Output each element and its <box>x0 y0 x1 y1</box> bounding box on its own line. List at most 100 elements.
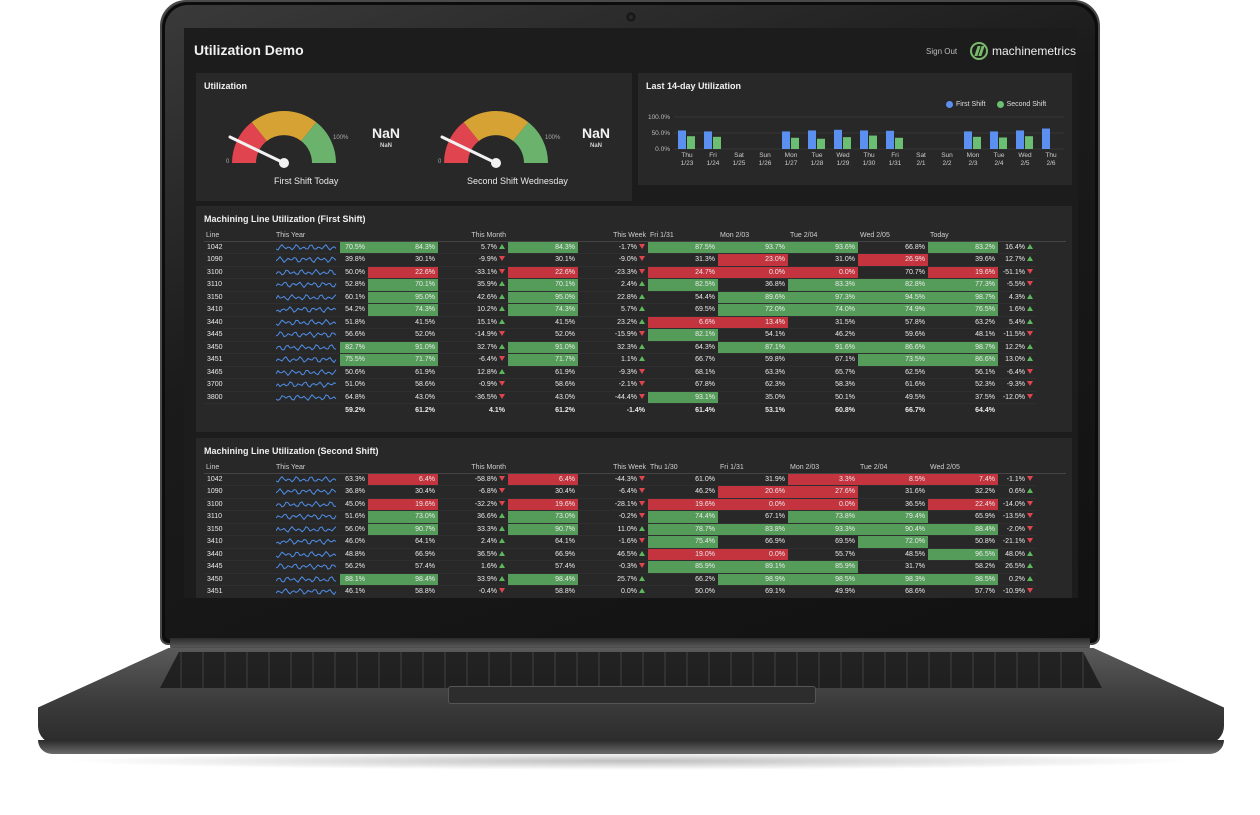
sparkline-chart <box>276 393 337 401</box>
bar-second-shift[interactable] <box>895 137 903 149</box>
table-row[interactable]: 3150 56.0% 90.7% 33.3% 90.7% 11.0% 78.7% 83.8% 9… <box>204 523 1066 536</box>
table-row[interactable]: 3110 51.6% 73.0% 36.6% 73.0% -0.2% 74.4% 67.1% 7… <box>204 510 1066 524</box>
week-delta: 2.4% <box>578 278 648 292</box>
table-row[interactable]: 1090 36.8% 30.4% -6.8% 30.4% -6.4% 46.2% 20.6% 2… <box>204 485 1066 499</box>
bar-second-shift[interactable] <box>973 136 981 149</box>
table-row[interactable]: 3100 50.0% 22.6% -33.1% 22.6% -23.3% 24.7% 0.0%… <box>204 266 1066 279</box>
line-id: 1042 <box>204 241 274 254</box>
column-header[interactable]: This Year <box>274 230 368 242</box>
column-header[interactable]: This Month <box>368 230 508 242</box>
sparkline <box>274 316 340 329</box>
this-week-value: 43.0% <box>508 391 578 404</box>
table-row[interactable]: 3450 88.1% 98.4% 33.9% 98.4% 25.7% 66.2% 98.9% 9… <box>204 573 1066 586</box>
day-delta: 48.0% <box>998 548 1036 561</box>
bar-second-shift[interactable] <box>999 137 1007 149</box>
table-row[interactable]: 1090 39.8% 30.1% -9.9% 30.1% -9.0% 31.3% 23.0% 3… <box>204 253 1066 267</box>
column-header[interactable]: Tue 2/04 <box>788 230 858 242</box>
sparkline-chart <box>276 513 337 521</box>
bar-second-shift[interactable] <box>687 136 695 149</box>
sparkline-chart <box>276 475 337 483</box>
column-header[interactable]: Thu 1/30 <box>648 462 718 474</box>
column-header[interactable] <box>1036 462 1066 474</box>
column-header[interactable]: Fri 1/31 <box>718 462 788 474</box>
column-header[interactable]: Line <box>204 230 274 242</box>
column-header[interactable]: This Week <box>508 230 648 242</box>
table-row[interactable]: 3440 48.8% 66.9% 36.5% 66.9% 46.5% 19.0% 0.0% 55… <box>204 548 1066 561</box>
sparkline <box>274 253 340 267</box>
bar-first-shift[interactable] <box>808 130 816 149</box>
table-row[interactable]: 3451 75.5% 71.7% -6.4% 71.7% 1.1% 66.7% 59.8% 67… <box>204 353 1066 367</box>
this-year-value: 51.0% <box>340 378 368 392</box>
table-row[interactable]: 1042 70.5% 84.3% 5.7% 84.3% -1.7% 87.5% 93.7% 93… <box>204 241 1066 254</box>
sparkline <box>274 548 340 561</box>
month-delta-value: 2.4% <box>481 538 497 546</box>
table-row[interactable]: 3150 60.1% 95.0% 42.6% 95.0% 22.8% 54.4% 89.6% 9… <box>204 291 1066 304</box>
day-value: 36.5% <box>858 498 928 511</box>
table-row[interactable]: 3410 54.2% 74.3% 10.2% 74.3% 5.7% 69.5% 72.0% 74… <box>204 303 1066 317</box>
table-row[interactable]: 1042 63.3% 6.4% -58.8% 6.4% -44.3% 61.0% 31.9% 3… <box>204 473 1066 486</box>
bar-first-shift[interactable] <box>1016 130 1024 149</box>
bar-first-shift[interactable] <box>1042 128 1050 149</box>
table-row[interactable]: 3451 46.1% 58.8% -0.4% 58.8% 0.0% 50.0% 69.1% 49… <box>204 585 1066 598</box>
column-header[interactable]: Today <box>928 230 1036 242</box>
table-row[interactable]: 3410 46.0% 64.1% 2.4% 64.1% -1.6% 75.4% 66.9% 69… <box>204 535 1066 549</box>
bar-first-shift[interactable] <box>678 130 686 149</box>
column-header[interactable]: This Week <box>508 462 648 474</box>
this-year-value: 51.6% <box>340 510 368 524</box>
column-header[interactable]: This Month <box>368 462 508 474</box>
table-row[interactable]: 3445 56.6% 52.0% -14.9% 52.0% -15.9% 82.1% 54.1… <box>204 328 1066 342</box>
this-year-value: 50.0% <box>340 266 368 279</box>
chart-panel: Last 14-day Utilization First Shift Seco… <box>638 73 1072 185</box>
table-row[interactable]: 3100 45.0% 19.6% -32.2% 19.6% -28.1% 19.6% 0.0%… <box>204 498 1066 511</box>
table-row[interactable]: 3450 82.7% 91.0% 32.7% 91.0% 32.3% 64.3% 87.1% 9… <box>204 341 1066 354</box>
month-delta: -14.9% <box>438 328 508 342</box>
bar-second-shift[interactable] <box>843 137 851 149</box>
total-d1: 61.4% <box>648 403 718 416</box>
bar-second-shift[interactable] <box>713 136 721 149</box>
table-row[interactable]: 3465 50.6% 61.9% 12.8% 61.9% -9.3% 68.1% 63.3% 6… <box>204 366 1066 379</box>
this-week-value: 73.0% <box>508 510 578 524</box>
column-header[interactable]: Line <box>204 462 274 474</box>
day-value: 82.5% <box>648 278 718 292</box>
total-week: 61.2% <box>508 403 578 416</box>
week-delta: -23.3% <box>578 266 648 279</box>
line-id: 3451 <box>204 585 274 598</box>
bar-first-shift[interactable] <box>886 130 894 149</box>
week-delta-value: 23.2% <box>617 318 637 326</box>
bar-first-shift[interactable] <box>964 131 972 149</box>
bar-first-shift[interactable] <box>990 131 998 149</box>
sparkline-path <box>276 550 337 558</box>
bar-second-shift[interactable] <box>869 135 877 149</box>
column-header[interactable]: This Year <box>274 462 368 474</box>
month-delta-value: -9.9% <box>478 256 497 264</box>
bar-first-shift[interactable] <box>860 130 868 149</box>
arrow-down-icon <box>639 475 645 481</box>
bar-second-shift[interactable] <box>817 138 825 149</box>
bar-second-shift[interactable] <box>1025 136 1033 149</box>
column-header[interactable]: Mon 2/03 <box>788 462 858 474</box>
day-value: 22.4% <box>928 498 998 511</box>
sign-out-link[interactable]: Sign Out <box>926 47 958 56</box>
column-header[interactable]: Wed 2/05 <box>858 230 928 242</box>
table-row[interactable]: 3800 64.8% 43.0% -36.5% 43.0% -44.4% 93.1% 35.0… <box>204 391 1066 404</box>
month-delta-value: -36.5% <box>474 393 497 401</box>
table-row[interactable]: 3700 51.0% 58.6% -0.9% 58.6% -2.1% 67.8% 62.3% 5… <box>204 378 1066 392</box>
this-week-value: 70.1% <box>508 278 578 292</box>
sparkline-path <box>276 293 337 301</box>
column-header[interactable] <box>1036 230 1066 242</box>
column-header[interactable]: Tue 2/04 <box>858 462 928 474</box>
bar-first-shift[interactable] <box>704 131 712 149</box>
bar-second-shift[interactable] <box>791 137 799 149</box>
first-shift-panel: Machining Line Utilization (First Shift)… <box>196 206 1072 432</box>
table-row[interactable]: 3110 52.8% 70.1% 35.9% 70.1% 2.4% 82.5% 36.8% 83… <box>204 278 1066 292</box>
table-row[interactable]: 3445 56.2% 57.4% 1.6% 57.4% -0.3% 85.9% 89.1% 85… <box>204 560 1066 574</box>
week-delta-value: -0.2% <box>618 513 637 521</box>
chart-title: Last 14-day Utilization <box>646 81 742 91</box>
column-header[interactable]: Mon 2/03 <box>718 230 788 242</box>
table-row[interactable]: 3440 51.8% 41.5% 15.1% 41.5% 23.2% 6.6% 13.4% 31… <box>204 316 1066 329</box>
column-header[interactable]: Fri 1/31 <box>648 230 718 242</box>
day-value: 3.3% <box>788 473 858 486</box>
bar-first-shift[interactable] <box>834 129 842 149</box>
bar-first-shift[interactable] <box>782 131 790 149</box>
column-header[interactable]: Wed 2/05 <box>928 462 1036 474</box>
